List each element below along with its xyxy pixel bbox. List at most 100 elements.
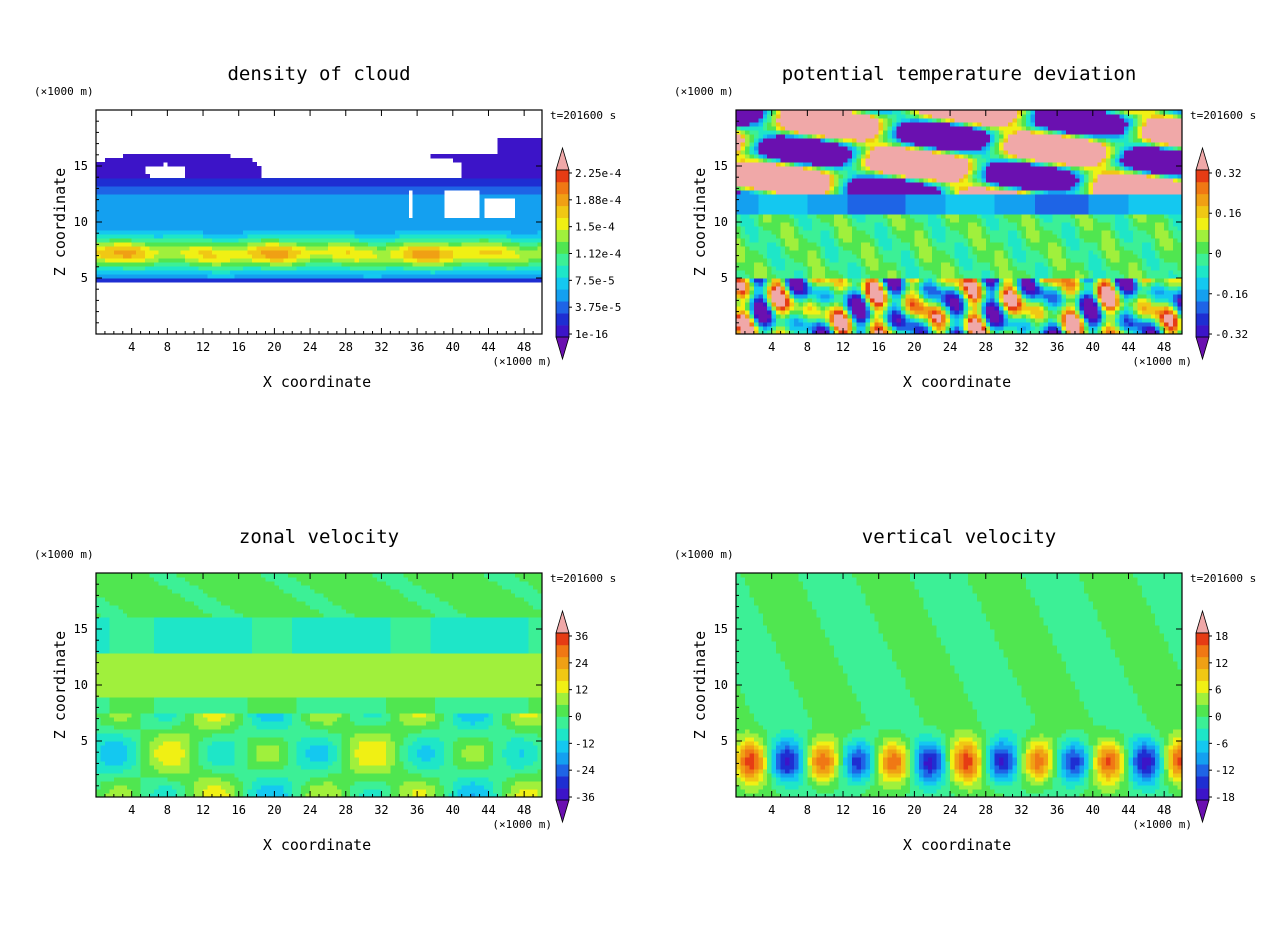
- field-cell: [502, 242, 507, 247]
- field-cell: [332, 178, 337, 183]
- field-cell: [874, 234, 879, 239]
- field-cell: [807, 242, 812, 247]
- field-cell: [856, 170, 861, 175]
- field-cell: [399, 234, 404, 239]
- field-cell: [865, 174, 870, 179]
- field-cell: [230, 202, 235, 207]
- field-cell: [749, 286, 754, 291]
- field-cell: [821, 138, 826, 143]
- field-cell: [399, 206, 404, 211]
- field-cell: [740, 238, 745, 243]
- field-cell: [283, 182, 288, 187]
- field-cell: [488, 230, 493, 235]
- field-cell: [475, 274, 480, 279]
- field-cell: [861, 198, 866, 203]
- field-cell: [488, 246, 493, 251]
- field-cell: [306, 270, 311, 275]
- field-cell: [754, 286, 759, 291]
- field-cell: [856, 258, 861, 263]
- field-cell: [821, 182, 826, 187]
- field-cell: [821, 274, 826, 279]
- field-cell: [798, 306, 803, 311]
- field-cell: [888, 318, 893, 323]
- field-cell: [145, 230, 150, 235]
- field-cell: [736, 246, 741, 251]
- field-cell: [781, 114, 786, 119]
- field-cell: [511, 234, 516, 239]
- field-cell: [776, 114, 781, 119]
- field-cell: [839, 158, 844, 163]
- field-cell: [118, 226, 123, 231]
- field-cell: [740, 194, 745, 199]
- field-cell: [154, 274, 159, 279]
- field-cell: [749, 166, 754, 171]
- field-cell: [404, 178, 409, 183]
- field-cell: [248, 178, 253, 183]
- colorbar-segment: [556, 277, 569, 289]
- field-cell: [493, 194, 498, 199]
- field-cell: [408, 266, 413, 271]
- field-cell: [444, 258, 449, 263]
- field-cell: [306, 190, 311, 195]
- field-cell: [364, 262, 369, 267]
- field-cell: [515, 150, 520, 155]
- field-cell: [511, 278, 516, 283]
- field-cell: [861, 238, 866, 243]
- field-cell: [158, 154, 163, 159]
- field-cell: [319, 238, 324, 243]
- field-cell: [185, 170, 190, 175]
- field-cell: [230, 230, 235, 235]
- field-cell: [807, 162, 812, 167]
- field-cell: [843, 118, 848, 123]
- field-cell: [749, 174, 754, 179]
- field-cell: [216, 186, 221, 191]
- field-cell: [883, 170, 888, 175]
- field-cell: [520, 238, 525, 243]
- field-cell: [239, 266, 244, 271]
- field-cell: [185, 250, 190, 255]
- field-cells: [96, 138, 543, 283]
- field-cell: [883, 302, 888, 307]
- field-cell: [865, 194, 870, 199]
- field-cell: [511, 266, 516, 271]
- field-cell: [834, 114, 839, 119]
- field-cell: [216, 238, 221, 243]
- field-cell: [848, 318, 853, 323]
- field-cell: [776, 122, 781, 127]
- field-cell: [520, 158, 525, 163]
- field-cell: [457, 270, 462, 275]
- field-cell: [763, 202, 768, 207]
- field-cell: [435, 254, 440, 259]
- field-cell: [100, 266, 105, 271]
- field-cell: [745, 258, 750, 263]
- field-cell: [332, 202, 337, 207]
- field-cell: [448, 154, 453, 159]
- field-cell: [763, 114, 768, 119]
- field-cell: [475, 174, 480, 179]
- field-cell: [105, 234, 110, 239]
- field-cell: [341, 194, 346, 199]
- field-cell: [319, 214, 324, 219]
- field-cell: [431, 238, 436, 243]
- field-cell: [261, 206, 266, 211]
- field-cell: [745, 178, 750, 183]
- field-cell: [341, 198, 346, 203]
- field-cell: [745, 142, 750, 147]
- field-cell: [888, 298, 893, 303]
- field-cell: [749, 302, 754, 307]
- field-cell: [136, 238, 141, 243]
- field-cell: [506, 178, 511, 183]
- field-cell: [310, 226, 315, 231]
- field-cell: [208, 182, 213, 187]
- field-cell: [185, 266, 190, 271]
- field-cell: [118, 206, 123, 211]
- field-cell: [736, 110, 741, 115]
- field-cell: [167, 206, 172, 211]
- field-cell: [181, 226, 186, 231]
- field-cell: [185, 274, 190, 279]
- field-cell: [745, 114, 750, 119]
- field-cell: [431, 178, 436, 183]
- field-cell: [141, 210, 146, 215]
- field-cell: [176, 178, 181, 183]
- field-cell: [105, 210, 110, 215]
